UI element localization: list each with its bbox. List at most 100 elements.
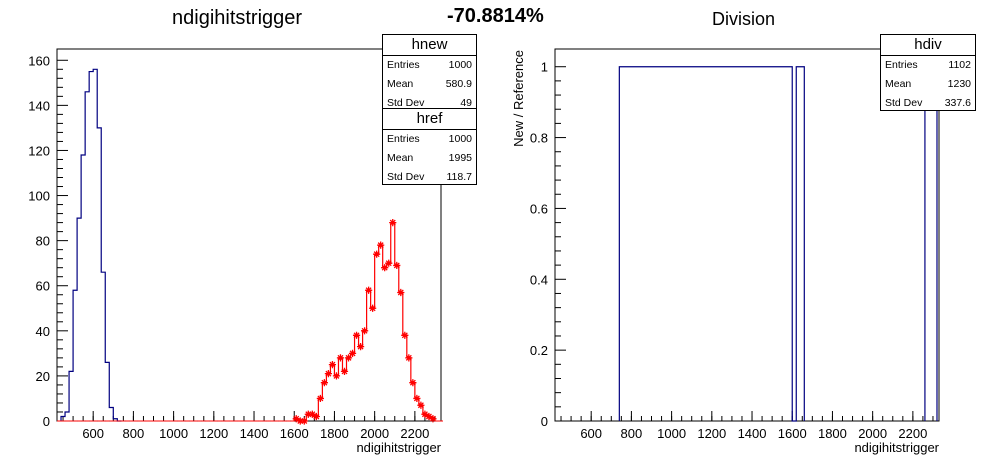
plot-frame-1 [554,48,940,422]
star-marker [296,417,304,425]
x-axis-label: ndigihitstrigger [356,440,441,455]
star-marker [304,410,312,418]
x-tick-label: 1600 [778,426,807,441]
right-plot-title: Division [712,9,776,29]
star-marker [352,331,361,339]
x-tick-label: 2200 [400,426,429,441]
stats-value: 1000 [448,133,472,145]
data-point-marker [393,261,401,270]
data-point-marker [369,304,377,312]
data-point-marker [356,343,365,351]
star-marker [340,367,349,375]
stats-row-std-dev: Std Dev 118.7 [383,168,476,187]
star-marker [348,349,357,357]
stats-row-entries: Entries 1102 [881,56,975,75]
series-hnew [60,68,122,422]
y-tick-label: 60 [36,279,50,294]
star-marker [365,286,373,294]
series-href [293,222,436,422]
data-point-marker [328,361,337,369]
data-point-marker [316,394,324,403]
x-tick-label: 1400 [738,426,767,441]
data-point-marker [425,412,433,421]
data-point-marker [429,415,437,423]
star-marker [308,410,316,418]
star-marker [324,370,333,378]
star-marker [369,304,377,312]
data-point-marker [389,219,397,227]
stats-box-href: href Entries 1000 Mean 1995 Std Dev 118.7 [382,108,477,185]
data-point-marker [409,379,417,387]
stats-row-std-dev: Std Dev 337.6 [881,94,975,113]
data-point-marker [381,264,389,272]
stats-box-hnew: hnew Entries 1000 Mean 580.9 Std Dev 49 [382,34,477,111]
stats-label: Entries [387,59,420,71]
difference-percentage: -70.8814% [447,5,544,27]
y-tick-label: 0.2 [530,343,548,358]
y-tick-label: 0.6 [530,201,548,216]
data-point-marker [385,259,393,267]
star-marker [292,415,300,423]
stats-value: 1230 [947,78,971,90]
star-marker [316,394,324,403]
star-marker [393,261,401,270]
y-tick-label: 0 [43,414,50,429]
stats-row-entries: Entries 1000 [383,56,476,75]
star-marker [413,394,421,403]
star-marker [332,372,341,380]
stats-box-hdiv: hdiv Entries 1102 Mean 1230 Std Dev 337.6 [880,34,976,111]
y-tick-label: 0 [541,414,548,429]
stats-label: Std Dev [387,171,425,183]
data-point-marker [292,415,300,423]
stats-row-std-dev: Std Dev 49 [383,94,476,113]
y-tick-label: 0.4 [530,272,548,287]
star-marker [401,331,409,339]
stats-label: Std Dev [387,97,425,109]
data-point-marker [421,410,429,418]
star-marker [421,410,429,418]
star-marker [328,361,337,369]
data-point-marker [308,410,316,418]
stats-value: 580.9 [445,78,472,90]
star-marker [361,327,369,335]
stats-value: 337.6 [944,97,971,109]
x-tick-label: 1000 [657,426,686,441]
data-point-marker [352,331,361,339]
data-point-marker [377,241,385,249]
y-tick-label: 160 [28,53,50,68]
x-tick-label: 1000 [159,426,188,441]
x-tick-label: 800 [621,426,643,441]
stats-value: 118.7 [446,171,473,183]
x-tick-label: 1400 [240,426,269,441]
stats-box-title: hnew [383,35,476,56]
y-axis-label: New / Reference [511,50,526,147]
stats-label: Mean [885,78,912,90]
series-hdiv [618,66,938,422]
stats-value: 1995 [448,152,472,164]
data-point-marker [361,327,369,335]
x-tick-label: 1800 [320,426,349,441]
x-axis-label: ndigihitstrigger [854,440,939,455]
stats-label: Std Dev [885,97,923,109]
data-point-marker [300,417,308,425]
data-point-marker [320,379,328,387]
x-tick-label: 1200 [697,426,726,441]
stats-row-mean: Mean 1230 [881,75,975,94]
stats-value: 1102 [948,59,971,71]
stats-row-mean: Mean 580.9 [383,75,476,94]
data-point-marker [401,331,409,339]
stats-value: 49 [460,97,472,109]
y-tick-label: 100 [28,189,50,204]
star-marker [385,259,393,267]
data-point-marker [312,412,320,421]
y-tick-label: 120 [28,143,50,158]
data-point-marker [405,354,413,362]
stats-label: Entries [885,59,918,71]
data-point-marker [413,394,421,403]
stats-row-entries: Entries 1000 [383,130,476,149]
x-tick-label: 1200 [199,426,228,441]
data-point-marker [344,354,353,362]
stats-value: 1000 [448,59,472,71]
data-point-marker [336,354,345,362]
